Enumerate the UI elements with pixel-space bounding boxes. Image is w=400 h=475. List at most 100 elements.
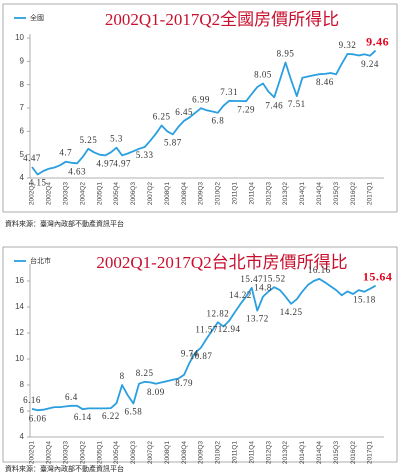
x-tick-label: 2011Q4: [248, 182, 255, 205]
data-label: 5.3: [110, 134, 123, 144]
x-tick-label: 2014Q1: [299, 182, 306, 206]
y-tick-label: 16: [15, 276, 24, 285]
x-tick-label: 2016Q2: [350, 441, 357, 465]
chart-title: 2002Q1-2017Q2台北市房價所得比: [96, 253, 347, 272]
data-label: 15.64: [363, 269, 393, 283]
x-tick-label: 2006Q3: [130, 441, 137, 465]
data-label: 10.87: [190, 351, 213, 361]
data-label: 15.52: [263, 273, 286, 283]
data-label: 6.8: [212, 116, 225, 126]
data-label: 7.31: [220, 87, 238, 97]
x-tick-label: 2005Q4: [113, 182, 120, 206]
panel-frame: [2, 3, 398, 213]
x-tick-label: 2011Q1: [232, 441, 239, 464]
data-label: 5.33: [136, 150, 154, 160]
x-tick-label: 2014Q1: [299, 441, 306, 465]
data-label: 7.51: [288, 99, 306, 109]
data-label: 13.72: [246, 314, 269, 324]
y-tick-label: 12: [15, 328, 24, 337]
data-label: 6.4: [65, 392, 78, 402]
data-label: 5.87: [164, 137, 182, 147]
legend-label: 台北市: [30, 256, 51, 265]
x-tick-label: 2010Q2: [215, 182, 222, 206]
data-label: 8.05: [254, 70, 272, 80]
y-tick-label: 6: [20, 406, 25, 415]
x-tick-label: 2007Q2: [147, 441, 154, 465]
y-tick-label: 14: [15, 302, 24, 311]
data-line: [31, 49, 377, 176]
y-tick-label: 8: [20, 80, 25, 89]
data-label: 8.79: [175, 378, 193, 388]
x-tick-label: 2015Q3: [333, 182, 340, 206]
data-label: 4.15: [29, 178, 47, 188]
data-label: 9.32: [339, 40, 357, 50]
x-tick-label: 2012Q3: [265, 182, 272, 206]
data-label: 8.46: [316, 77, 334, 87]
data-line: [31, 278, 377, 412]
x-tick-label: 2002Q4: [46, 441, 53, 465]
data-label: 4.97: [96, 158, 114, 168]
data-label: 4.47: [23, 153, 41, 163]
y-tick-label: 8: [20, 380, 25, 389]
source-note: 資料來源：臺灣內政部不動產資訊平台: [5, 219, 124, 228]
data-label: 6.58: [125, 407, 143, 417]
data-label: 8.09: [147, 387, 165, 397]
x-tick-label: 2015Q3: [333, 441, 340, 465]
data-label: 16.16: [308, 265, 331, 275]
x-tick-label: 2007Q2: [147, 182, 154, 206]
x-tick-label: 2016Q2: [350, 182, 357, 206]
x-tick-label: 2006Q3: [130, 182, 137, 206]
x-tick-label: 2013Q2: [282, 441, 289, 465]
x-tick-label: 2008Q4: [181, 182, 188, 206]
x-tick-label: 2014Q4: [316, 182, 323, 206]
y-tick-label: 10: [15, 354, 24, 363]
x-tick-label: 2011Q4: [248, 441, 255, 464]
data-label: 12.94: [218, 324, 241, 334]
x-tick-label: 2003Q3: [63, 182, 70, 206]
data-label: 6.06: [29, 413, 47, 423]
data-label: 5.25: [79, 135, 97, 145]
data-label: 11.57: [195, 325, 217, 335]
data-label: 4.63: [68, 166, 86, 176]
data-label: 8: [120, 371, 125, 381]
x-tick-label: 2004Q2: [79, 182, 86, 206]
x-tick-label: 2005Q4: [113, 441, 120, 465]
data-label: 6.45: [175, 107, 193, 117]
data-label: 4.97: [113, 158, 131, 168]
panel-frame: [2, 246, 398, 463]
y-tick-label: 4: [20, 432, 25, 441]
x-tick-label: 2009Q3: [198, 182, 205, 206]
x-tick-label: 2004Q2: [79, 441, 86, 465]
x-tick-label: 2014Q4: [316, 441, 323, 465]
x-tick-label: 2011Q1: [232, 182, 239, 205]
y-tick-label: 6: [20, 126, 25, 135]
data-label: 9.24: [361, 59, 379, 69]
x-tick-label: 2008Q4: [181, 441, 188, 465]
legend-label: 全國: [30, 13, 44, 22]
data-label: 14.8: [254, 283, 272, 293]
y-tick-label: 7: [20, 103, 25, 112]
x-tick-label: 2012Q3: [265, 441, 272, 465]
y-tick-label: 5: [20, 150, 25, 159]
x-tick-label: 2005Q1: [96, 182, 103, 206]
data-label: 12.82: [207, 308, 230, 318]
x-tick-label: 2002Q1: [29, 441, 36, 465]
x-tick-label: 2017Q1: [367, 441, 374, 465]
chart-title: 2002Q1-2017Q2全國房價所得比: [105, 10, 339, 29]
x-tick-label: 2005Q1: [96, 441, 103, 465]
data-label: 7.29: [237, 104, 255, 114]
x-tick-label: 2008Q1: [164, 441, 171, 465]
x-tick-label: 2002Q4: [46, 182, 53, 206]
data-label: 4.7: [59, 148, 72, 158]
data-label: 15.18: [353, 295, 376, 305]
source-note: 資料來源：臺灣內政部不動產資訊平台: [5, 464, 124, 473]
x-tick-label: 2009Q3: [198, 441, 205, 465]
data-label: 14.22: [229, 290, 252, 300]
data-label: 8.25: [136, 368, 154, 378]
data-label: 7.46: [265, 100, 283, 110]
x-tick-label: 2010Q2: [215, 441, 222, 465]
x-tick-label: 2013Q2: [282, 182, 289, 206]
y-tick-label: 9: [20, 56, 25, 65]
y-tick-label: 10: [15, 33, 24, 42]
